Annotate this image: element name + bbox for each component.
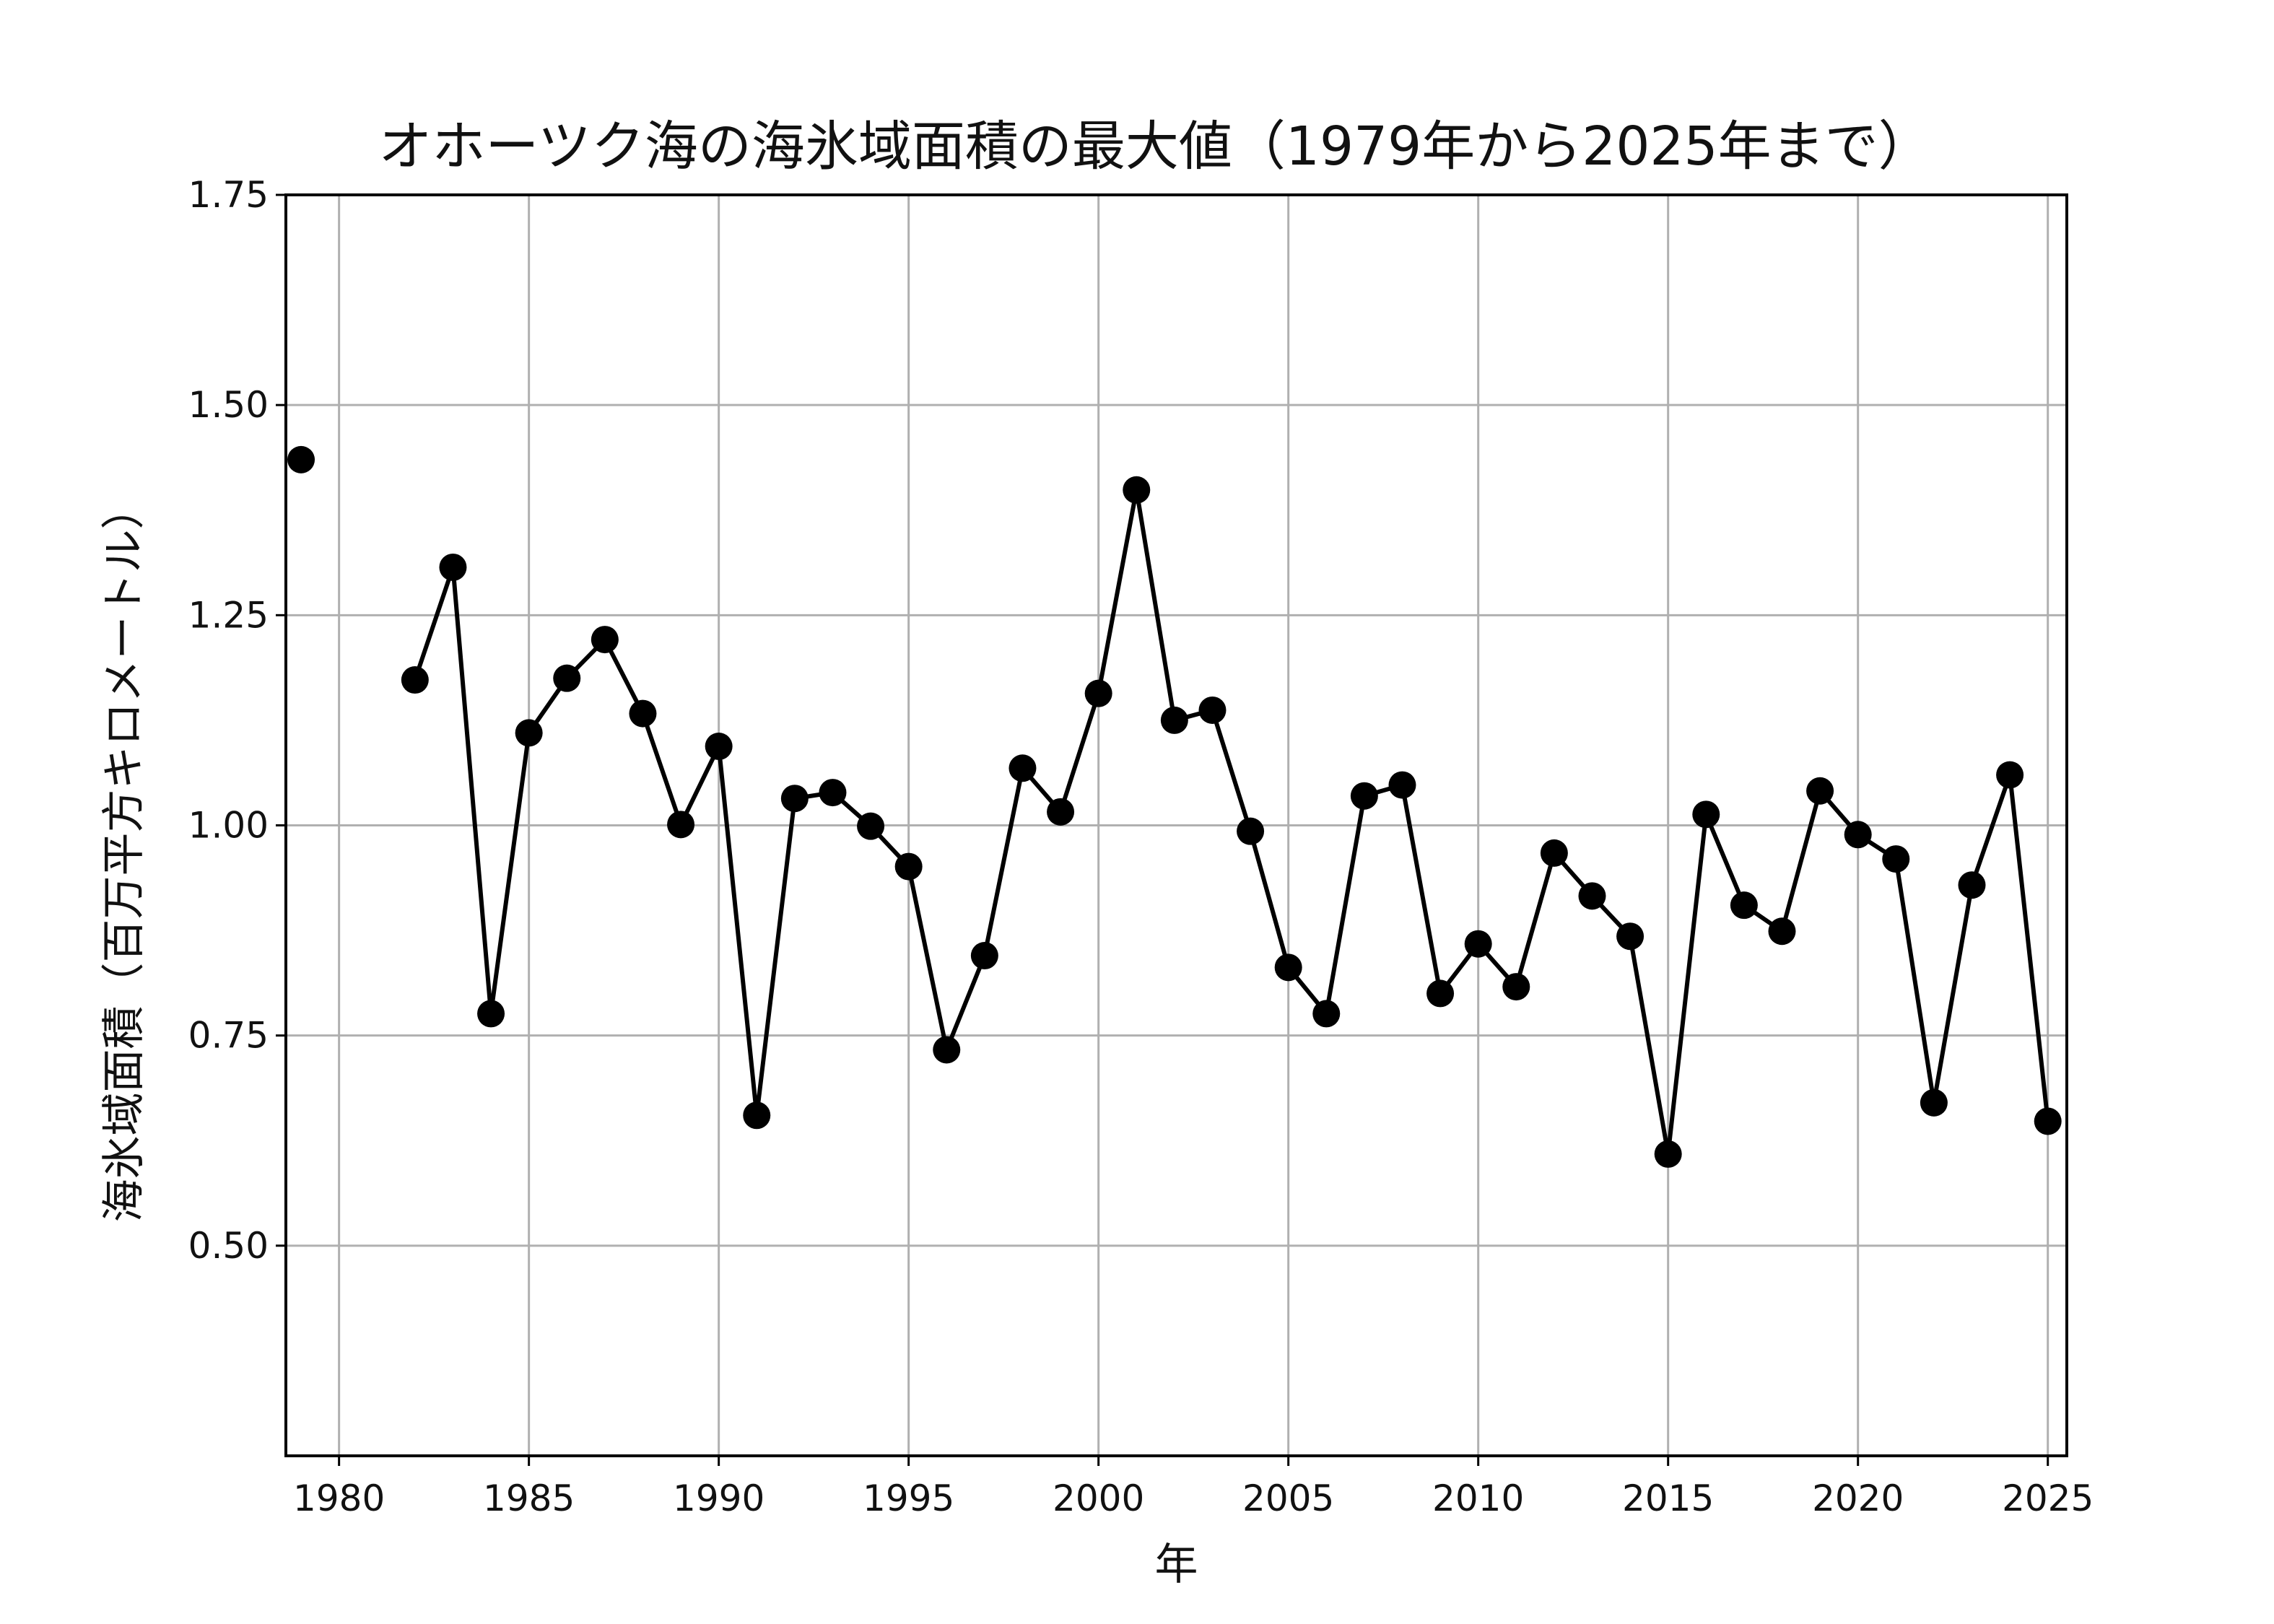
y-tick-label: 0.50 [188,1225,269,1267]
data-point [2034,1107,2062,1135]
data-point [780,785,809,813]
data-point [287,445,315,473]
data-point [933,1036,961,1064]
x-tick-label: 1980 [293,1477,385,1519]
data-point [1312,1000,1341,1028]
y-axis: 0.50 0.75 1.00 1.25 1.50 1.75 [188,174,286,1267]
y-tick-label: 1.25 [188,594,269,636]
data-point [1768,917,1796,946]
data-point [743,1101,771,1130]
data-point [1882,845,1910,873]
data-point [1502,973,1530,1001]
x-tick-label: 2025 [2002,1477,2094,1519]
x-tick-label: 1995 [863,1477,954,1519]
data-point [629,699,657,728]
data-point [1123,476,1151,504]
data-point [439,553,467,581]
data-point [401,666,429,694]
data-point [1237,817,1265,845]
data-point [1730,891,1758,920]
data-point [553,664,581,692]
data-point [857,812,885,840]
x-tick-label: 2000 [1053,1477,1144,1519]
data-point [705,733,733,761]
x-tick-label: 2020 [1812,1477,1904,1519]
series-line [413,487,2050,1156]
data-point [1198,696,1227,724]
data-point [1047,798,1075,826]
data-point [1692,800,1720,829]
data-point [1806,777,1834,805]
data-point [1426,979,1455,1008]
x-axis-title: 年 [1155,1540,1198,1590]
x-axis: 1980 1985 1990 1995 2000 2005 2010 2015 2020 2025 [293,1456,2094,1519]
data-point [819,779,847,807]
data-point [1540,839,1568,867]
data-point [1084,679,1112,707]
data-point [477,1000,505,1028]
data-point [1350,782,1378,810]
data-point [515,719,543,747]
x-tick-label: 1990 [673,1477,764,1519]
x-tick-label: 2005 [1242,1477,1334,1519]
y-tick-label: 1.00 [188,805,269,847]
data-point [1654,1140,1682,1168]
data-point [1920,1088,1948,1117]
data-point [591,626,619,654]
x-tick-label: 1985 [483,1477,575,1519]
series-layer [287,445,2062,1168]
data-point [1844,821,1872,849]
grid-lines [286,193,2067,1456]
x-tick-label: 2010 [1432,1477,1524,1519]
y-tick-label: 0.75 [188,1015,269,1057]
x-tick-label: 2015 [1622,1477,1714,1519]
data-point [970,942,998,970]
y-tick-label: 1.75 [188,174,269,216]
data-point [1388,771,1416,799]
data-point [1160,706,1188,734]
data-point [1996,761,2024,789]
y-tick-label: 1.50 [188,384,269,426]
chart-title: オホーツク海の海氷域面積の最大値（1979年から2025年まで） [378,115,1931,178]
y-axis-title: 海氷域面積（百万平方キロメートル） [99,486,149,1223]
data-point [667,811,695,839]
data-point [894,852,923,881]
data-point [1578,882,1606,910]
data-point [1009,754,1037,782]
data-point [1616,922,1644,951]
data-point [1958,871,1986,899]
data-point [1464,930,1492,958]
data-point [1274,953,1302,982]
